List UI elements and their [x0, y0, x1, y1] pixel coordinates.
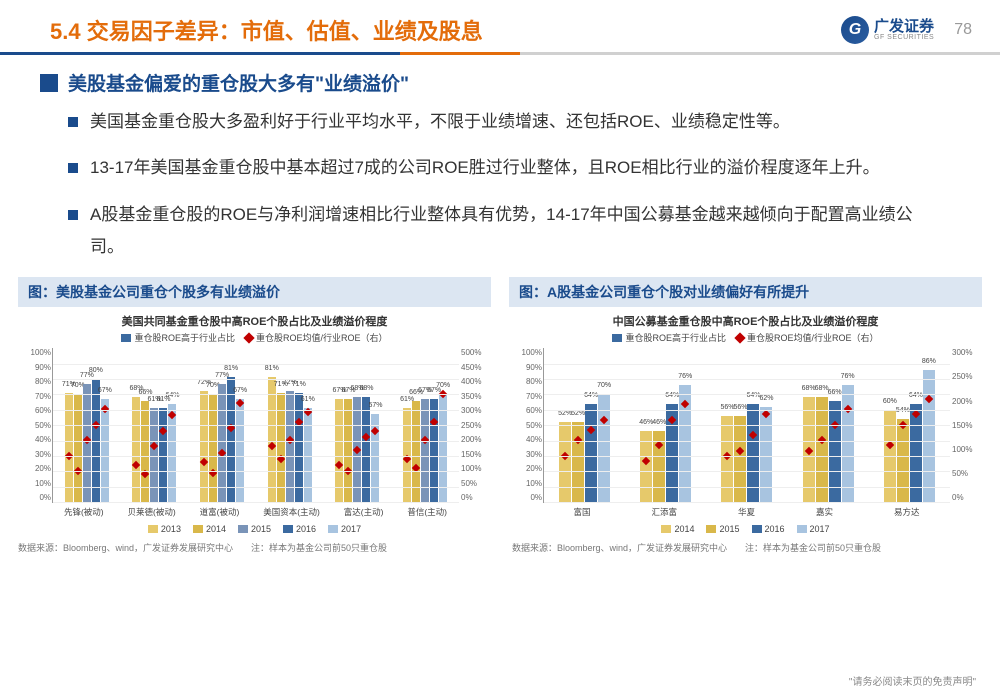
- legend-line-icon: [734, 332, 745, 343]
- list-item: 美国基金重仓股大多盈利好于行业平均水平，不限于业绩增速、还包括ROE、业绩稳定性…: [68, 106, 940, 138]
- y-axis-left: 100%90%80%70%60%50%40%30%20%10%0%: [516, 348, 542, 502]
- bullet-icon: [68, 210, 78, 220]
- subtitle-row: 美股基金偏爱的重仓股大多有"业绩溢价": [0, 69, 1000, 96]
- legend-bar-label: 重仓股ROE高于行业占比: [625, 331, 726, 344]
- logo-en: GF SECURITIES: [874, 34, 934, 41]
- footnote-left: 数据来源：Bloomberg、wind，广发证券发展研究中心 注：样本为基金公司…: [18, 541, 488, 554]
- chart-left-title: 美国共同基金重仓股中高ROE个股占比及业绩溢价程度: [22, 313, 487, 329]
- chart-right-area: 中国公募基金重仓股中高ROE个股占比及业绩溢价程度 重仓股ROE高于行业占比 重…: [509, 307, 982, 537]
- bullet-list: 美国基金重仓股大多盈利好于行业平均水平，不限于业绩增速、还包括ROE、业绩稳定性…: [0, 106, 1000, 263]
- chart-right-legend: 重仓股ROE高于行业占比 重仓股ROE均值/行业ROE（右）: [513, 331, 978, 344]
- bullet-text: A股基金重仓股的ROE与净利润增速相比行业整体具有优势，14-17年中国公募基金…: [90, 199, 940, 264]
- legend-bar-icon: [121, 334, 131, 342]
- bullet-icon: [68, 163, 78, 173]
- y-axis-right: 500%450%400%350%300%250%200%150%100%50%0…: [461, 348, 489, 502]
- subtitle-marker-icon: [40, 74, 58, 92]
- charts-row: 图：美股基金公司重仓个股多有业绩溢价 美国共同基金重仓股中高ROE个股占比及业绩…: [0, 277, 1000, 537]
- year-legend-right: 2014201520162017: [513, 524, 978, 534]
- logo-icon: G: [841, 16, 869, 44]
- header-divider: [0, 52, 1000, 55]
- legend-line-label: 重仓股ROE均值/行业ROE（右）: [747, 331, 879, 344]
- y-axis-right: 300%250%200%150%100%50%0%: [952, 348, 980, 502]
- bullet-text: 13-17年美国基金重仓股中基本超过7成的公司ROE胜过行业整体，且ROE相比行…: [90, 152, 880, 184]
- list-item: A股基金重仓股的ROE与净利润增速相比行业整体具有优势，14-17年中国公募基金…: [68, 199, 940, 264]
- subtitle-text: 美股基金偏爱的重仓股大多有"业绩溢价": [68, 69, 409, 96]
- chart-left-legend: 重仓股ROE高于行业占比 重仓股ROE均值/行业ROE（右）: [22, 331, 487, 344]
- footnote-right: 数据来源：Bloomberg、wind，广发证券发展研究中心 注：样本为基金公司…: [512, 541, 982, 554]
- chart-right-title: 中国公募基金重仓股中高ROE个股占比及业绩溢价程度: [513, 313, 978, 329]
- chart-right-plot: 100%90%80%70%60%50%40%30%20%10%0% 300%25…: [543, 348, 950, 503]
- legend-line-label: 重仓股ROE均值/行业ROE（右）: [256, 331, 388, 344]
- chart-left-header: 图：美股基金公司重仓个股多有业绩溢价: [18, 277, 491, 307]
- legend-bar-label: 重仓股ROE高于行业占比: [134, 331, 235, 344]
- disclaimer: "请务必阅读末页的免责声明": [849, 673, 976, 688]
- footnotes: 数据来源：Bloomberg、wind，广发证券发展研究中心 注：样本为基金公司…: [0, 537, 1000, 554]
- header-right: G 广发证券 GF SECURITIES 78: [841, 16, 972, 44]
- chart-right-header: 图：A股基金公司重仓个股对业绩偏好有所提升: [509, 277, 982, 307]
- bullet-text: 美国基金重仓股大多盈利好于行业平均水平，不限于业绩增速、还包括ROE、业绩稳定性…: [90, 106, 790, 138]
- y-axis-left: 100%90%80%70%60%50%40%30%20%10%0%: [25, 348, 51, 502]
- legend-bar-icon: [612, 334, 622, 342]
- company-logo: G 广发证券 GF SECURITIES: [841, 16, 934, 44]
- year-legend-left: 20132014201520162017: [22, 524, 487, 534]
- slide-header: 5.4 交易因子差异：市值、估值、业绩及股息 G 广发证券 GF SECURIT…: [0, 0, 1000, 52]
- chart-left-plot: 100%90%80%70%60%50%40%30%20%10%0% 500%45…: [52, 348, 459, 503]
- logo-cn: 广发证券: [874, 19, 934, 34]
- bullet-icon: [68, 117, 78, 127]
- chart-left-col: 图：美股基金公司重仓个股多有业绩溢价 美国共同基金重仓股中高ROE个股占比及业绩…: [18, 277, 491, 537]
- page-number: 78: [954, 21, 972, 39]
- list-item: 13-17年美国基金重仓股中基本超过7成的公司ROE胜过行业整体，且ROE相比行…: [68, 152, 940, 184]
- slide-title: 5.4 交易因子差异：市值、估值、业绩及股息: [50, 14, 483, 46]
- legend-line-icon: [243, 332, 254, 343]
- x-axis-left: 先锋(被动)贝莱德(被动)道富(被动)美国资本(主动)富达(主动)普信(主动): [52, 506, 459, 518]
- chart-right-col: 图：A股基金公司重仓个股对业绩偏好有所提升 中国公募基金重仓股中高ROE个股占比…: [509, 277, 982, 537]
- chart-left-area: 美国共同基金重仓股中高ROE个股占比及业绩溢价程度 重仓股ROE高于行业占比 重…: [18, 307, 491, 537]
- x-axis-right: 富国汇添富华夏嘉实易方达: [543, 506, 950, 518]
